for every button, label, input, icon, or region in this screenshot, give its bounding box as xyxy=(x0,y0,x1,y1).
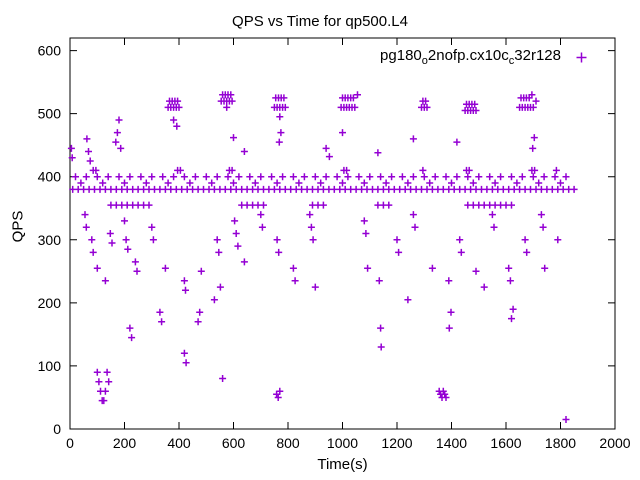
y-tick-label: 200 xyxy=(38,295,62,311)
x-tick-label: 2000 xyxy=(599,435,630,451)
x-tick-label: 600 xyxy=(222,435,246,451)
y-tick-label: 100 xyxy=(38,358,62,374)
legend: pg180o2nofp.cx10cc32r128 xyxy=(380,47,588,67)
legend-series-label: pg180o2nofp.cx10cc32r128 xyxy=(380,47,561,67)
x-tick-label: 800 xyxy=(276,435,300,451)
y-tick-label: 600 xyxy=(38,43,62,59)
x-tick-label: 200 xyxy=(113,435,137,451)
plus-marker-icon xyxy=(576,52,587,62)
y-tick-label: 500 xyxy=(38,106,62,122)
y-tick-label: 300 xyxy=(38,232,62,248)
scatter-points xyxy=(67,91,578,423)
y-tick-label: 0 xyxy=(53,421,61,437)
x-tick-label: 1600 xyxy=(490,435,521,451)
x-tick-label: 1400 xyxy=(436,435,467,451)
x-tick-label: 1000 xyxy=(327,435,358,451)
x-tick-label: 400 xyxy=(167,435,191,451)
x-tick-label: 0 xyxy=(66,435,74,451)
x-axis-label: Time(s) xyxy=(317,456,368,473)
y-tick-label: 400 xyxy=(38,169,62,185)
x-tick-label: 1200 xyxy=(381,435,412,451)
y-axis-label: QPS xyxy=(9,210,27,243)
chart-title: QPS vs Time for qp500.L4 xyxy=(232,13,408,30)
x-tick-label: 1800 xyxy=(545,435,576,451)
